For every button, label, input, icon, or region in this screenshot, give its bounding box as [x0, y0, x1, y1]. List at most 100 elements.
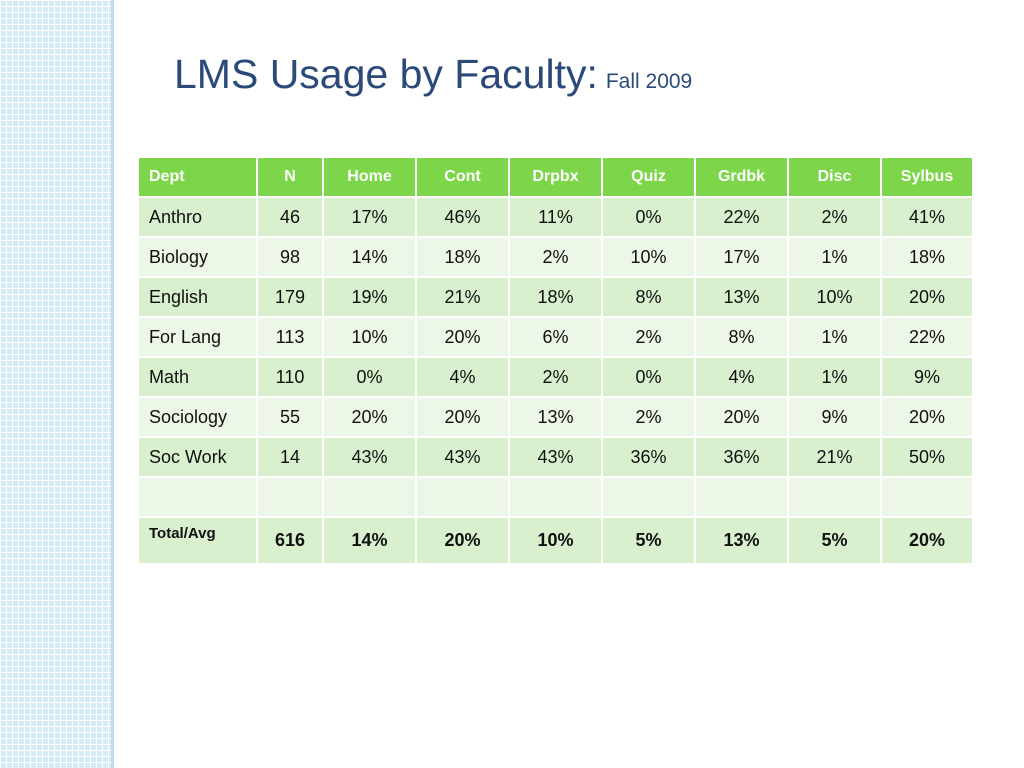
table-cell-n [256, 476, 324, 518]
table-cell-dept: Total/Avg [137, 516, 258, 565]
column-header-grdbk: Grdbk [694, 156, 789, 198]
table-cell-cont: 20% [415, 316, 510, 358]
table-cell-n: 616 [256, 516, 324, 565]
table-cell-dept: Anthro [137, 196, 258, 238]
table-cell-grdbk: 4% [694, 356, 789, 398]
table-cell-grdbk [694, 476, 789, 518]
table-cell-drpbx: 2% [508, 236, 603, 278]
table-cell-sylbus: 20% [880, 396, 974, 438]
table-cell-sylbus: 50% [880, 436, 974, 478]
column-header-n: N [256, 156, 324, 198]
column-header-drpbx: Drpbx [508, 156, 603, 198]
table-cell-disc: 2% [787, 196, 882, 238]
decorative-side-strip [0, 0, 114, 768]
table-cell-grdbk: 17% [694, 236, 789, 278]
table-row: Math 110 0% 4% 2% 0% 4% 1% 9% [137, 356, 974, 398]
table-cell-quiz: 0% [601, 356, 696, 398]
table-cell-sylbus: 9% [880, 356, 974, 398]
table-cell-quiz: 10% [601, 236, 696, 278]
table-cell-sylbus: 41% [880, 196, 974, 238]
table-cell-quiz: 2% [601, 396, 696, 438]
table-cell-cont: 20% [415, 516, 510, 565]
table-cell-cont: 46% [415, 196, 510, 238]
table-cell-n: 179 [256, 276, 324, 318]
table-cell-disc: 1% [787, 316, 882, 358]
table-row-empty [137, 476, 974, 518]
table-row: Anthro 46 17% 46% 11% 0% 22% 2% 41% [137, 196, 974, 238]
column-header-cont: Cont [415, 156, 510, 198]
lms-usage-table: Dept N Home Cont Drpbx Quiz Grdbk Disc S… [137, 156, 974, 565]
table-cell-disc: 5% [787, 516, 882, 565]
table-cell-home: 17% [322, 196, 417, 238]
column-header-sylbus: Sylbus [880, 156, 974, 198]
table-cell-disc: 1% [787, 236, 882, 278]
table-cell-grdbk: 22% [694, 196, 789, 238]
table-cell-n: 46 [256, 196, 324, 238]
slide-title-subtitle: Fall 2009 [605, 70, 693, 93]
table-cell-cont: 18% [415, 236, 510, 278]
table-cell-dept: English [137, 276, 258, 318]
column-header-home: Home [322, 156, 417, 198]
slide-title-main: LMS Usage by Faculty: [174, 51, 598, 97]
table-cell-cont: 4% [415, 356, 510, 398]
table-cell-cont: 21% [415, 276, 510, 318]
table-cell-dept: For Lang [137, 316, 258, 358]
table-cell-drpbx: 2% [508, 356, 603, 398]
table-cell-home: 14% [322, 236, 417, 278]
table-cell-quiz: 0% [601, 196, 696, 238]
table-cell-n: 55 [256, 396, 324, 438]
table-cell-dept: Math [137, 356, 258, 398]
table-cell-home: 43% [322, 436, 417, 478]
table-header-row: Dept N Home Cont Drpbx Quiz Grdbk Disc S… [137, 156, 974, 198]
table-row-total: Total/Avg 616 14% 20% 10% 5% 13% 5% 20% [137, 516, 974, 565]
table-cell-home: 14% [322, 516, 417, 565]
table-row: For Lang 113 10% 20% 6% 2% 8% 1% 22% [137, 316, 974, 358]
table-cell-disc: 1% [787, 356, 882, 398]
table-cell-cont: 43% [415, 436, 510, 478]
table-cell-quiz: 36% [601, 436, 696, 478]
table-cell-n: 98 [256, 236, 324, 278]
table-cell-dept: Soc Work [137, 436, 258, 478]
table-cell-disc: 9% [787, 396, 882, 438]
table-cell-disc [787, 476, 882, 518]
table-cell-grdbk: 20% [694, 396, 789, 438]
table-cell-sylbus: 22% [880, 316, 974, 358]
table-cell-home: 20% [322, 396, 417, 438]
table-cell-quiz: 8% [601, 276, 696, 318]
column-header-disc: Disc [787, 156, 882, 198]
table-cell-drpbx: 13% [508, 396, 603, 438]
table-cell-n: 14 [256, 436, 324, 478]
table-cell-sylbus: 18% [880, 236, 974, 278]
table-cell-quiz: 2% [601, 316, 696, 358]
table-cell-n: 110 [256, 356, 324, 398]
table-cell-quiz: 5% [601, 516, 696, 565]
table-cell-home: 19% [322, 276, 417, 318]
column-header-dept: Dept [137, 156, 258, 198]
table-cell-grdbk: 13% [694, 516, 789, 565]
table-cell-disc: 21% [787, 436, 882, 478]
table-row: English 179 19% 21% 18% 8% 13% 10% 20% [137, 276, 974, 318]
table-cell-dept [137, 476, 258, 518]
table-cell-dept: Biology [137, 236, 258, 278]
column-header-quiz: Quiz [601, 156, 696, 198]
table-cell-n: 113 [256, 316, 324, 358]
table-cell-quiz [601, 476, 696, 518]
table-cell-drpbx: 43% [508, 436, 603, 478]
table-cell-home: 0% [322, 356, 417, 398]
slide-title: LMS Usage by Faculty: Fall 2009 [174, 54, 692, 95]
table-cell-drpbx: 11% [508, 196, 603, 238]
table-cell-grdbk: 36% [694, 436, 789, 478]
table-cell-drpbx: 18% [508, 276, 603, 318]
table-cell-sylbus: 20% [880, 516, 974, 565]
table-cell-drpbx [508, 476, 603, 518]
table-cell-dept: Sociology [137, 396, 258, 438]
table-row: Sociology 55 20% 20% 13% 2% 20% 9% 20% [137, 396, 974, 438]
table-row: Biology 98 14% 18% 2% 10% 17% 1% 18% [137, 236, 974, 278]
table-cell-grdbk: 13% [694, 276, 789, 318]
table-cell-cont [415, 476, 510, 518]
table-cell-drpbx: 10% [508, 516, 603, 565]
table-cell-home: 10% [322, 316, 417, 358]
table-cell-home [322, 476, 417, 518]
table-cell-grdbk: 8% [694, 316, 789, 358]
table-cell-disc: 10% [787, 276, 882, 318]
